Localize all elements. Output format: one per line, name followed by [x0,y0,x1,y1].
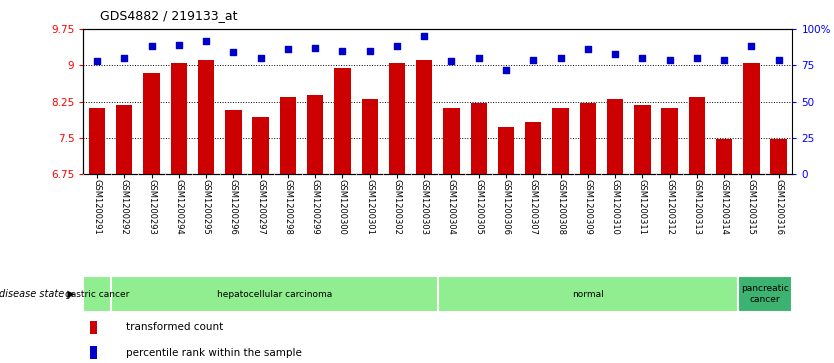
Bar [607,99,623,174]
Text: GSM1200297: GSM1200297 [256,179,265,235]
Point [118,55,131,61]
Bar [90,346,98,359]
Text: GSM1200293: GSM1200293 [147,179,156,235]
Text: GSM1200300: GSM1200300 [338,179,347,235]
Point [172,42,185,48]
Bar [470,103,487,174]
Bar [444,108,460,174]
Text: GSM1200304: GSM1200304 [447,179,456,235]
Text: GSM1200305: GSM1200305 [475,179,483,235]
Bar [743,63,760,174]
Point [581,46,595,52]
Text: GSM1200312: GSM1200312 [665,179,674,235]
Text: GSM1200302: GSM1200302 [393,179,401,235]
Point [691,55,704,61]
Bar [689,97,705,174]
Bar [83,276,111,312]
Text: GSM1200306: GSM1200306 [501,179,510,235]
Point [199,38,213,44]
Point [636,55,649,61]
Bar [143,73,160,174]
Point [363,48,376,54]
Bar [771,139,786,174]
Bar [525,122,541,174]
Bar [198,60,214,174]
Text: GSM1200301: GSM1200301 [365,179,374,235]
Text: GSM1200314: GSM1200314 [720,179,729,235]
Text: normal: normal [572,290,604,298]
Point [227,49,240,55]
Bar [171,63,187,174]
Bar [661,108,678,174]
Bar [498,127,515,174]
Point [418,33,431,39]
Text: gastric cancer: gastric cancer [65,290,129,298]
Text: transformed count: transformed count [126,322,224,333]
Bar [116,105,133,174]
Text: GSM1200316: GSM1200316 [774,179,783,235]
Point [309,45,322,51]
Text: GSM1200294: GSM1200294 [174,179,183,235]
Bar [89,108,105,174]
Text: GSM1200292: GSM1200292 [120,179,128,235]
Bar [552,108,569,174]
Bar [389,63,405,174]
Bar [334,68,350,174]
Bar [716,139,732,174]
Text: GSM1200309: GSM1200309 [583,179,592,235]
Bar [279,97,296,174]
Text: GSM1200308: GSM1200308 [556,179,565,235]
Point [281,46,294,52]
Text: GDS4882 / 219133_at: GDS4882 / 219133_at [100,9,238,22]
Bar [580,103,596,174]
Bar [738,276,792,312]
Point [526,57,540,62]
Bar [416,60,432,174]
Point [745,44,758,49]
Point [445,58,458,64]
Bar [307,95,324,174]
Point [554,55,567,61]
Point [500,67,513,73]
Text: GSM1200303: GSM1200303 [420,179,429,235]
Text: GSM1200310: GSM1200310 [610,179,620,235]
Text: GSM1200299: GSM1200299 [310,179,319,235]
Point [145,44,158,49]
Bar [634,105,651,174]
Point [717,57,731,62]
Text: pancreatic
cancer: pancreatic cancer [741,284,789,304]
Bar [438,276,738,312]
Bar [111,276,438,312]
Text: GSM1200307: GSM1200307 [529,179,538,235]
Point [472,55,485,61]
Bar [361,99,378,174]
Text: percentile rank within the sample: percentile rank within the sample [126,348,302,358]
Bar [225,110,242,174]
Point [336,48,349,54]
Bar [253,117,269,174]
Point [663,57,676,62]
Text: disease state ▶: disease state ▶ [0,289,75,299]
Point [772,57,786,62]
Text: GSM1200315: GSM1200315 [747,179,756,235]
Text: GSM1200311: GSM1200311 [638,179,647,235]
Text: GSM1200291: GSM1200291 [93,179,102,235]
Point [390,44,404,49]
Text: hepatocellular carcinoma: hepatocellular carcinoma [217,290,332,298]
Text: GSM1200313: GSM1200313 [692,179,701,235]
Point [254,55,267,61]
Text: GSM1200296: GSM1200296 [229,179,238,235]
Point [90,58,103,64]
Point [608,51,621,57]
Bar [90,321,98,334]
Text: GSM1200295: GSM1200295 [202,179,211,235]
Text: GSM1200298: GSM1200298 [284,179,293,235]
